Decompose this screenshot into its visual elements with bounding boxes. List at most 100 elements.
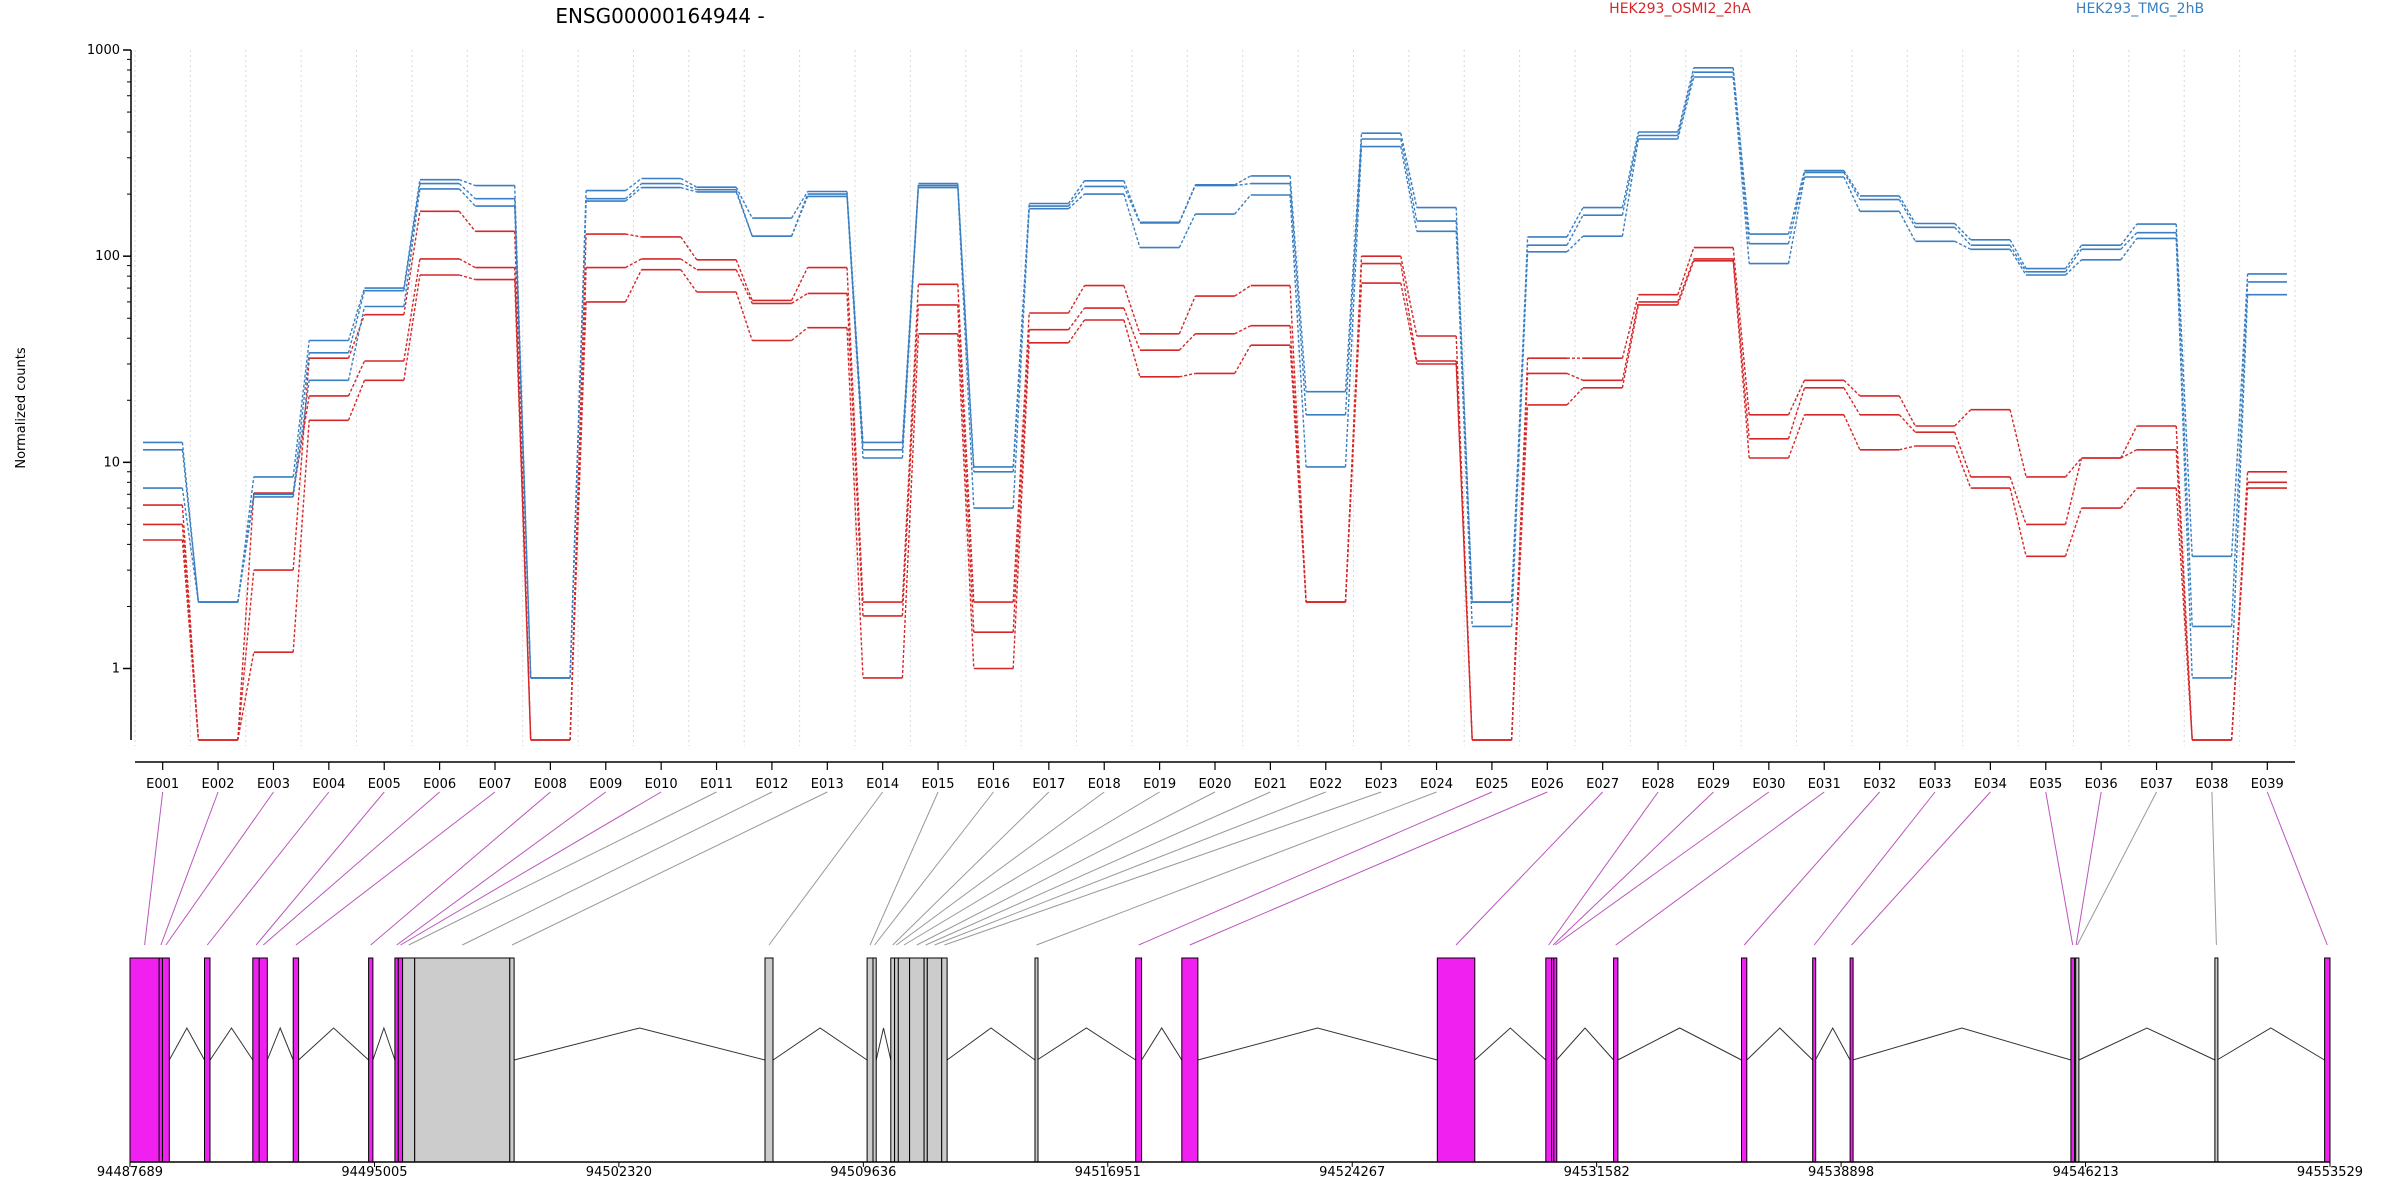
gene-model (129, 957, 2331, 1163)
x-tick-label: E008 (534, 777, 567, 792)
exon-box (1181, 957, 1199, 1163)
coord-tick-label: 94531582 (1564, 1165, 1630, 1180)
exon-box (2070, 957, 2076, 1163)
exon-connectors (144, 791, 2328, 946)
exon-box (1613, 957, 1619, 1163)
gridlines (134, 50, 2296, 746)
exon-box (292, 957, 300, 1163)
coord-tick-label: 94509636 (830, 1165, 896, 1180)
exon-connector (874, 791, 994, 946)
x-tick-label: E020 (1198, 777, 1231, 792)
exon-connector (408, 791, 717, 946)
exon-connector (262, 791, 440, 946)
x-tick-label: E014 (866, 777, 899, 792)
exon-connector (892, 791, 1050, 946)
coord-tick-label: 94553529 (2297, 1165, 2363, 1180)
intron (1141, 1027, 1183, 1061)
exon-box (909, 957, 925, 1163)
intron (1814, 1026, 1851, 1061)
exon-connector (768, 791, 884, 946)
intron (2078, 1027, 2216, 1061)
x-tick-label: E018 (1088, 777, 1121, 792)
genomic-coordinate-axis: 94487689 94495005 94502320 94509636 94516951… (97, 1161, 2363, 1180)
intron (1617, 1027, 1742, 1061)
exon-connector (511, 791, 828, 946)
exon-connector (2266, 791, 2328, 946)
x-tick-label: E027 (1586, 777, 1619, 792)
exon-connector (370, 791, 551, 946)
legend-entry-osmi2: HEK293_OSMI2_2hA (1609, 1, 1751, 17)
exon-connector (1189, 791, 1548, 946)
exon-box (158, 957, 163, 1163)
x-tick-label: E034 (1974, 777, 2007, 792)
exon-box (252, 957, 260, 1163)
intron (1036, 1027, 1136, 1061)
exon-box (2214, 957, 2219, 1163)
x-tick-label: E005 (368, 777, 401, 792)
coord-tick-label: 94487689 (97, 1165, 163, 1180)
exon-connector (295, 791, 496, 946)
exon-box (926, 957, 943, 1163)
exon-connector (903, 791, 1160, 946)
exon-box (129, 957, 160, 1163)
exon-box (890, 957, 896, 1163)
x-tick-label: E013 (811, 777, 844, 792)
exon-connector (1552, 791, 1714, 946)
series-line (143, 67, 2287, 679)
exon-box (1135, 957, 1143, 1163)
exon-box (258, 957, 268, 1163)
coord-tick-label: 94502320 (586, 1165, 652, 1180)
x-tick-label: E007 (478, 777, 511, 792)
x-tick-label: E001 (146, 777, 179, 792)
intron (1852, 1027, 2072, 1061)
intron (298, 1027, 369, 1061)
exon-connector (255, 791, 385, 946)
exon-connector (1455, 791, 1604, 946)
intron (2216, 1027, 2325, 1061)
exon-connector (934, 791, 1326, 946)
series-connector (181, 72, 2249, 678)
x-tick-label: E019 (1143, 777, 1176, 792)
intron (266, 1026, 294, 1061)
exon-connector (1615, 791, 1825, 946)
x-tick-label: E037 (2140, 777, 2173, 792)
exon-box (394, 957, 399, 1163)
x-tick-label: E038 (2195, 777, 2228, 792)
exon-box (1849, 957, 1854, 1163)
exon-connector (206, 791, 330, 946)
exon-box (764, 957, 774, 1163)
exon-connector (2076, 791, 2157, 946)
exon-connector (165, 791, 274, 946)
y-axis-label: Normalized counts (14, 347, 29, 469)
series-connector (181, 260, 2249, 741)
exon-connector (160, 791, 219, 946)
intron (1474, 1027, 1547, 1061)
exon-box (414, 957, 511, 1163)
exon-connector (144, 791, 164, 946)
series-connector (181, 210, 2249, 741)
exon-connector (1851, 791, 1991, 946)
exon-connector (2211, 791, 2217, 946)
series-connector (181, 258, 2249, 741)
intron (1197, 1027, 1438, 1061)
x-tick-label: E025 (1475, 777, 1508, 792)
exon-box (1741, 957, 1748, 1163)
series-lines (143, 67, 2287, 741)
exon-connector (462, 791, 773, 946)
x-tick-label: E029 (1697, 777, 1730, 792)
exon-connector (2075, 791, 2102, 946)
y-tick-label: 100 (95, 249, 120, 264)
chart-title: ENSG00000164944 - (555, 4, 764, 28)
exon-box (941, 957, 948, 1163)
intron (772, 1027, 868, 1061)
exon-box (2075, 957, 2080, 1163)
series-line (143, 258, 2287, 741)
x-tick-label: E036 (2085, 777, 2118, 792)
exon-connector (896, 791, 1105, 946)
intron (168, 1026, 205, 1061)
exon-connector (925, 791, 1271, 946)
exon-box (1034, 957, 1039, 1163)
exon-box (509, 957, 515, 1163)
x-tick-label: E011 (700, 777, 733, 792)
